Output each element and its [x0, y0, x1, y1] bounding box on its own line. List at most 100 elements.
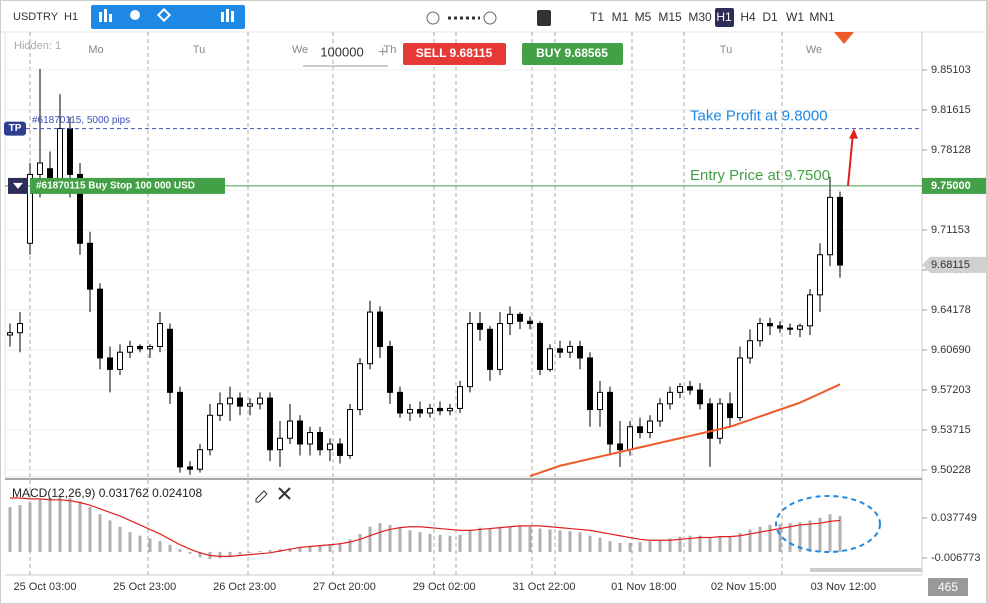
scroll-marker[interactable]	[834, 32, 854, 44]
candle-body	[17, 323, 23, 334]
buy-label[interactable]: BUY 9.68565	[536, 46, 608, 60]
candle-body	[747, 340, 753, 359]
macd-bar	[708, 537, 712, 552]
current-price-tag	[922, 256, 986, 273]
macd-bar	[468, 530, 472, 552]
candle-body	[707, 403, 713, 439]
candle-body	[547, 348, 553, 370]
zoom-out[interactable]	[426, 11, 440, 25]
macd-bar	[838, 515, 842, 552]
candle-body	[737, 357, 743, 419]
timeframe[interactable]: W1	[786, 10, 804, 24]
candle-body	[557, 348, 563, 353]
macd-bar	[648, 541, 652, 552]
sell-label[interactable]: SELL 9.68115	[416, 46, 493, 60]
scrollbar[interactable]	[810, 568, 922, 572]
candle-body	[307, 432, 313, 445]
zoom[interactable]	[426, 10, 551, 26]
tool-buttons[interactable]	[91, 5, 245, 29]
macd-bar	[38, 499, 42, 552]
candle-body	[767, 323, 773, 327]
macd-bar	[98, 514, 102, 552]
candle-body	[637, 426, 643, 434]
time-label: 01 Nov 18:00	[611, 581, 676, 593]
macd-bar	[158, 541, 162, 552]
macd-bar	[808, 520, 812, 552]
icon	[109, 14, 112, 22]
current-price-label: 9.68115	[931, 259, 970, 271]
macd-bar	[148, 538, 152, 552]
macd-bar	[768, 524, 772, 552]
macd-bar	[538, 528, 542, 552]
macd-bar	[548, 529, 552, 552]
candle-body	[387, 345, 393, 393]
candle-body	[127, 345, 133, 353]
volume[interactable]: 100000	[320, 44, 363, 59]
volume-input[interactable]: 100000 +	[303, 44, 388, 67]
macd-bar	[458, 534, 462, 552]
timeframe[interactable]: M5	[635, 10, 652, 24]
timeframe[interactable]: H4	[740, 10, 756, 24]
macd-bar	[428, 533, 432, 552]
timeframe[interactable]: M15	[658, 10, 682, 24]
entry-order[interactable]: #61870115 Buy Stop 100 000 USD	[36, 181, 195, 192]
candle-body	[657, 403, 663, 422]
day-label: Th	[384, 44, 397, 56]
bars-count: 465	[938, 580, 958, 594]
candle-body	[437, 407, 443, 412]
candle-body	[277, 437, 283, 451]
entry-order-box	[30, 177, 225, 194]
timeframe[interactable]: MN1	[809, 10, 835, 24]
macd-bar	[398, 527, 402, 552]
day-separators: Mo Tu We Th Tu We	[29, 32, 822, 575]
candle-body	[247, 403, 253, 407]
time-label: 25 Oct 23:00	[113, 581, 176, 593]
timeframe[interactable]: D1	[762, 10, 778, 24]
timeframes: T1 M1 M5 M15 M30 H1 H4 D1 W1 MN1	[590, 8, 835, 27]
candle-body	[337, 443, 343, 456]
macd-bar	[418, 532, 422, 552]
macd-bar	[338, 542, 342, 552]
close-icon[interactable]	[278, 487, 291, 500]
candle-body	[567, 345, 573, 353]
timeframe[interactable]: T1	[590, 10, 604, 24]
plus[interactable]: +	[378, 44, 387, 61]
macd-bar	[448, 535, 452, 552]
timeframe[interactable]: M30	[688, 10, 712, 24]
candle-body	[467, 323, 473, 388]
macd-bar	[138, 535, 142, 552]
candle-body	[597, 391, 603, 411]
buy-button[interactable]	[522, 43, 623, 65]
macd-bar	[488, 528, 492, 552]
macd-bar	[728, 536, 732, 552]
zoom-in[interactable]	[483, 11, 497, 25]
macd-bar	[378, 523, 382, 552]
candle-mode[interactable]	[537, 10, 551, 26]
candle-body	[257, 397, 263, 405]
macd-bar	[18, 505, 22, 552]
macd-bar	[688, 535, 692, 552]
timeframe[interactable]: M1	[612, 10, 629, 24]
period[interactable]: H1	[64, 11, 78, 23]
symbol[interactable]: USDTRY	[13, 11, 59, 23]
hidden-count[interactable]: Hidden: 1	[14, 40, 61, 52]
macd-bar	[28, 502, 32, 552]
macd-bar	[408, 530, 412, 552]
day-label: Tu	[720, 44, 732, 56]
timeframe[interactable]: H1	[716, 10, 732, 24]
edit-icon[interactable]	[255, 490, 268, 503]
candle-body	[417, 409, 423, 414]
macd-bar	[198, 551, 202, 558]
price-tick-label: 9.57203	[931, 384, 971, 396]
candle-body	[147, 345, 153, 350]
candle-body	[367, 311, 373, 365]
icon	[226, 9, 229, 22]
time-label: 29 Oct 02:00	[413, 581, 476, 593]
candle-body	[137, 345, 143, 350]
macd-bar	[758, 526, 762, 552]
macd-bar	[518, 525, 522, 552]
macd-bar	[498, 527, 502, 552]
sell-button[interactable]	[403, 43, 506, 65]
candle-body	[217, 403, 223, 416]
macd-bar	[238, 551, 242, 555]
